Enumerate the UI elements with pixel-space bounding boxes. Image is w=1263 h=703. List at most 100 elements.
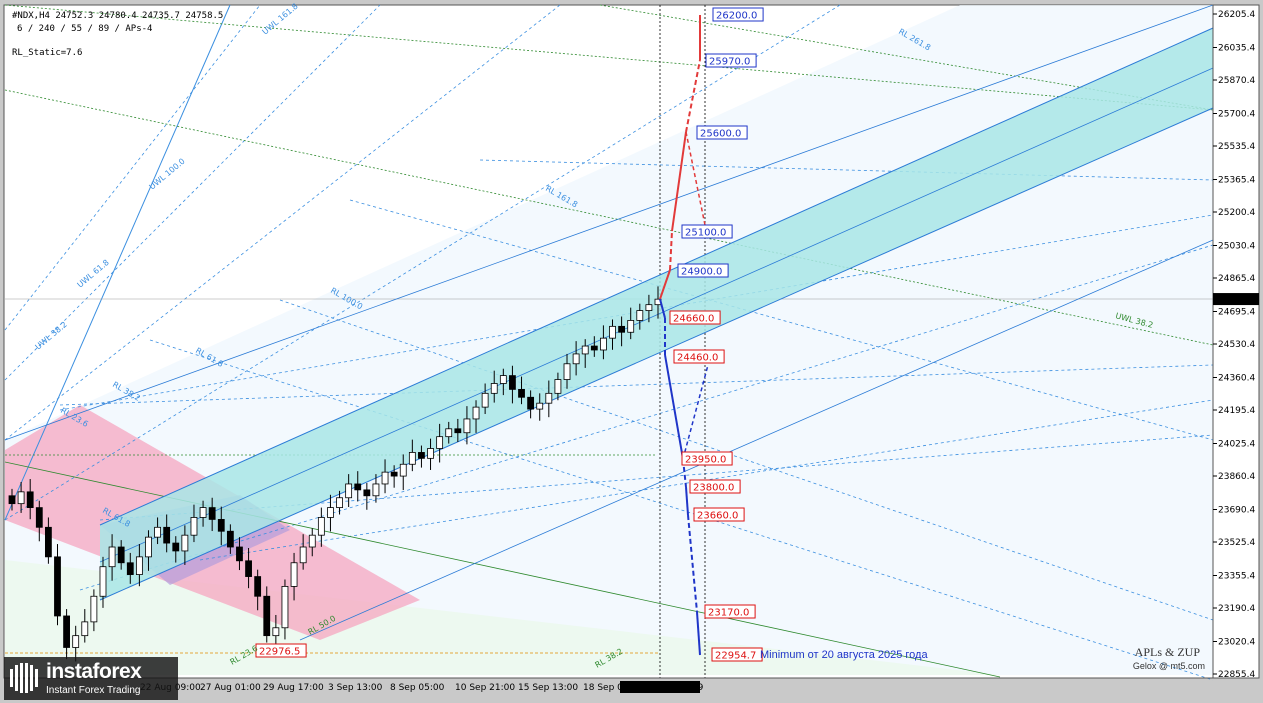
bear-retrace-line [682, 364, 709, 460]
candle [572, 341, 580, 376]
candle [490, 370, 498, 403]
candle [17, 481, 25, 513]
svg-text:25970.0: 25970.0 [709, 57, 750, 68]
candle [390, 465, 398, 488]
candle [645, 294, 653, 323]
candle [272, 614, 280, 645]
candle [81, 609, 89, 643]
candle [499, 368, 507, 396]
candle [481, 383, 489, 415]
candle [618, 316, 626, 347]
bear-path-segment [696, 611, 701, 656]
candle [208, 497, 216, 532]
cursor-time-marker [620, 681, 700, 693]
price-tick-label: 24195.4 [1218, 406, 1255, 416]
price-tick-label: 24025.4 [1218, 439, 1255, 449]
channel-mid [99, 67, 1214, 563]
bull-path-segment [685, 59, 701, 133]
price-tick-label: 23525.4 [1218, 538, 1255, 548]
green-fan-line [4, 89, 1214, 346]
price-tick-label: 26035.4 [1218, 43, 1255, 53]
svg-text:23170.0: 23170.0 [708, 608, 749, 619]
time-tick-label: 3 Sep 13:00 [328, 683, 383, 693]
svg-text:23660.0: 23660.0 [697, 511, 738, 522]
bull-target-label: 26200.0 [712, 7, 764, 22]
bear-target-label: 23800.0 [689, 479, 741, 494]
bear-target-label: 24660.0 [669, 310, 721, 325]
price-axis [1212, 4, 1260, 679]
fan-line [4, 4, 841, 521]
candle [117, 540, 125, 570]
bear-target-label: 23660.0 [693, 507, 745, 522]
fan-solid-line [4, 4, 231, 521]
bear-target-label: 23170.0 [704, 604, 756, 619]
bull-path-segment [659, 269, 671, 300]
channel-lower [99, 107, 1214, 601]
candle [627, 307, 635, 340]
fan-line [479, 159, 1214, 181]
candle [54, 544, 61, 626]
candle [372, 474, 380, 503]
candle [299, 534, 307, 570]
candle [281, 579, 289, 640]
candle [545, 380, 553, 418]
bull-target-label: 25970.0 [705, 53, 757, 68]
candle [509, 365, 516, 404]
channel-upper [99, 27, 1214, 526]
logo-brand: instaforex [46, 660, 142, 683]
bull-retrace-line [685, 131, 706, 226]
svg-text:25100.0: 25100.0 [685, 228, 726, 239]
bear-target-label: 23950.0 [681, 451, 733, 466]
candle [308, 528, 316, 557]
current-price-label: 24758.5 [1216, 295, 1253, 305]
price-tick-label: 25535.4 [1218, 142, 1255, 152]
time-tick-label: 18 Sep 05:00 [583, 683, 643, 693]
credit-subtitle: Gelox @ mt5.com [1133, 661, 1205, 671]
price-tick-label: 25200.4 [1218, 208, 1255, 218]
symbol-header: #NDX,H4 24752.3 24780.4 24735.7 24758.5 [12, 11, 223, 21]
candle [527, 390, 535, 419]
candle [427, 438, 434, 470]
candle [445, 421, 453, 444]
rl-static-label: RL_Static=7.6 [12, 48, 82, 58]
price-tick-label: 23355.4 [1218, 571, 1255, 581]
price-tick-label: 24530.4 [1218, 340, 1255, 350]
candle [245, 547, 252, 589]
time-tick-label: 15 Sep 13:00 [518, 683, 578, 693]
price-tick-label: 25700.4 [1218, 109, 1255, 119]
bear-path-segment [664, 354, 684, 460]
svg-text:23800.0: 23800.0 [693, 483, 734, 494]
candle [563, 353, 571, 389]
time-tick-label: 27 Aug 01:00 [200, 683, 261, 693]
candle [463, 406, 471, 445]
candle [126, 552, 134, 584]
svg-text:22976.5: 22976.5 [259, 647, 300, 658]
bull-target-label: 24900.0 [677, 263, 729, 278]
candle [327, 494, 334, 532]
candle [536, 393, 544, 421]
cursor-time-label: 2025.09.23 12:29 [623, 683, 704, 693]
svg-text:24660.0: 24660.0 [673, 314, 714, 325]
price-tick-label: 25030.4 [1218, 241, 1255, 251]
svg-text:22954.7: 22954.7 [715, 651, 756, 662]
candle [236, 537, 243, 571]
candle [581, 339, 589, 368]
candle [408, 439, 416, 472]
candle [90, 589, 98, 632]
bear-path-segment [685, 486, 689, 516]
candle [254, 569, 262, 611]
bull-path-segment [671, 131, 687, 232]
candle [399, 454, 407, 491]
fan-line [79, 244, 1214, 591]
svg-text:24460.0: 24460.0 [677, 353, 718, 364]
fan-line [4, 4, 261, 331]
price-tick-label: 23690.4 [1218, 505, 1255, 515]
candle [290, 552, 298, 601]
candle [190, 504, 198, 543]
price-tick-label: 25365.4 [1218, 175, 1255, 185]
price-tick-label: 23860.4 [1218, 472, 1255, 482]
time-tick-label: 8 Sep 05:00 [390, 683, 445, 693]
price-tick-label: 24695.4 [1218, 307, 1255, 317]
